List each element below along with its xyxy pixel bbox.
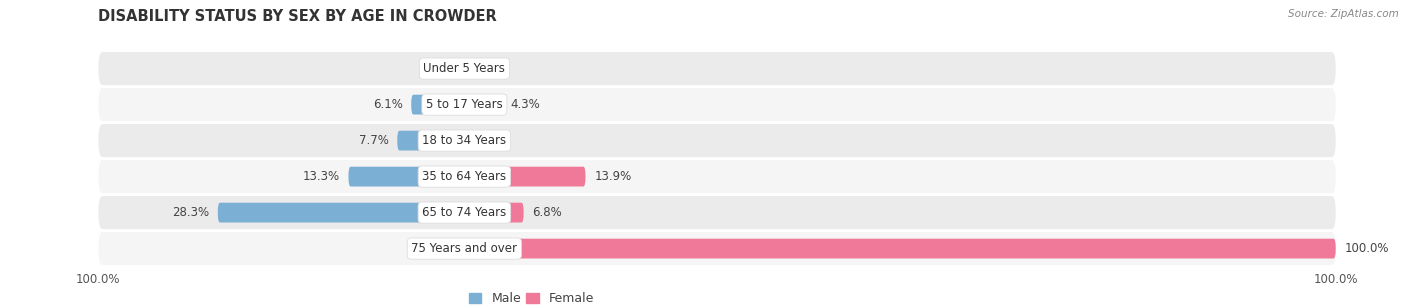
FancyBboxPatch shape bbox=[98, 232, 1336, 265]
Text: 6.1%: 6.1% bbox=[373, 98, 402, 111]
FancyBboxPatch shape bbox=[464, 203, 523, 223]
Text: 6.8%: 6.8% bbox=[533, 206, 562, 219]
Text: 65 to 74 Years: 65 to 74 Years bbox=[422, 206, 506, 219]
FancyBboxPatch shape bbox=[349, 167, 464, 186]
Text: 13.3%: 13.3% bbox=[302, 170, 340, 183]
Text: 0.0%: 0.0% bbox=[472, 62, 503, 75]
FancyBboxPatch shape bbox=[411, 95, 464, 114]
Text: 13.9%: 13.9% bbox=[595, 170, 631, 183]
FancyBboxPatch shape bbox=[98, 160, 1336, 193]
Text: 100.0%: 100.0% bbox=[1344, 242, 1389, 255]
FancyBboxPatch shape bbox=[98, 88, 1336, 121]
Legend: Male, Female: Male, Female bbox=[464, 287, 599, 305]
Text: 75 Years and over: 75 Years and over bbox=[412, 242, 517, 255]
FancyBboxPatch shape bbox=[464, 95, 502, 114]
FancyBboxPatch shape bbox=[98, 196, 1336, 229]
Text: 0.0%: 0.0% bbox=[472, 134, 503, 147]
Text: 35 to 64 Years: 35 to 64 Years bbox=[422, 170, 506, 183]
Text: 7.7%: 7.7% bbox=[359, 134, 388, 147]
Text: Source: ZipAtlas.com: Source: ZipAtlas.com bbox=[1288, 9, 1399, 19]
Text: 5 to 17 Years: 5 to 17 Years bbox=[426, 98, 503, 111]
Text: 0.0%: 0.0% bbox=[426, 62, 456, 75]
FancyBboxPatch shape bbox=[98, 52, 1336, 85]
FancyBboxPatch shape bbox=[464, 239, 1336, 259]
FancyBboxPatch shape bbox=[398, 131, 464, 150]
Text: 28.3%: 28.3% bbox=[172, 206, 209, 219]
Text: Under 5 Years: Under 5 Years bbox=[423, 62, 505, 75]
FancyBboxPatch shape bbox=[464, 167, 585, 186]
Text: 18 to 34 Years: 18 to 34 Years bbox=[422, 134, 506, 147]
Text: 0.0%: 0.0% bbox=[426, 242, 456, 255]
FancyBboxPatch shape bbox=[218, 203, 464, 223]
FancyBboxPatch shape bbox=[98, 124, 1336, 157]
Text: 4.3%: 4.3% bbox=[510, 98, 540, 111]
Text: DISABILITY STATUS BY SEX BY AGE IN CROWDER: DISABILITY STATUS BY SEX BY AGE IN CROWD… bbox=[98, 9, 498, 24]
